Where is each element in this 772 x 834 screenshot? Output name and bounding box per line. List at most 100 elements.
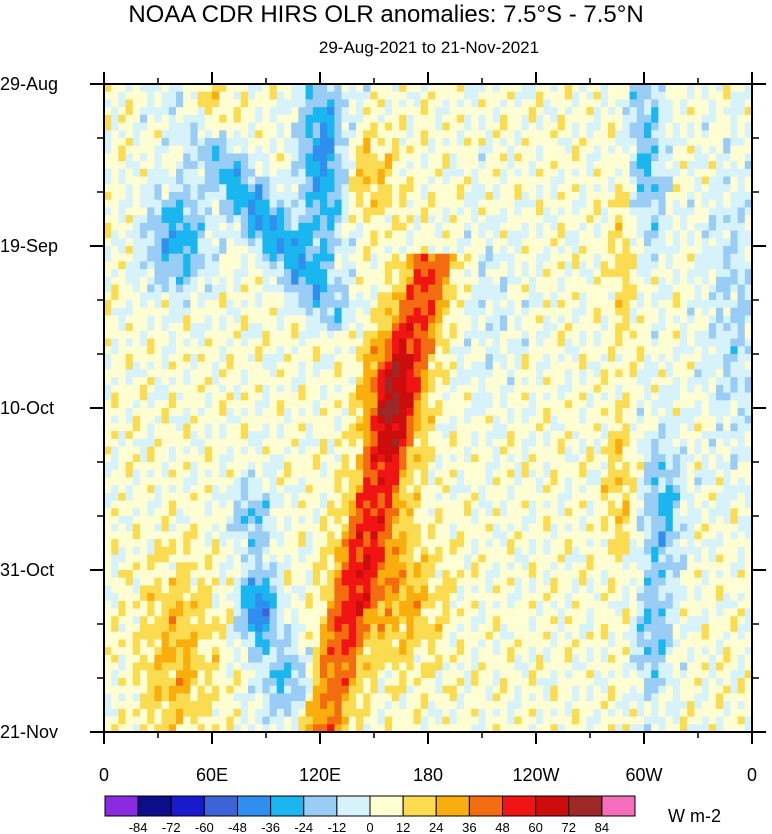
- heatmap-cell: [406, 99, 415, 108]
- heatmap-cell: [449, 593, 458, 602]
- heatmap-cell: [744, 323, 752, 332]
- heatmap-cell: [363, 130, 379, 139]
- heatmap-cell: [348, 485, 357, 494]
- heatmap-cell: [543, 431, 551, 440]
- heatmap-cell: [204, 423, 213, 432]
- heatmap-cell: [615, 531, 631, 540]
- heatmap-cell: [341, 639, 357, 648]
- heatmap-cell: [132, 600, 141, 610]
- heatmap-cell: [528, 269, 537, 278]
- heatmap-cell: [298, 384, 307, 394]
- heatmap-cell: [377, 323, 393, 332]
- heatmap-cell: [557, 562, 566, 571]
- heatmap-cell: [356, 570, 364, 579]
- heatmap-cell: [111, 400, 119, 409]
- heatmap-cell: [212, 284, 227, 293]
- heatmap-cell: [118, 377, 127, 386]
- heatmap-cell: [536, 431, 544, 440]
- heatmap-cell: [226, 392, 235, 401]
- heatmap-cell: [449, 546, 458, 556]
- heatmap-cell: [572, 292, 580, 301]
- heatmap-cell: [680, 130, 688, 139]
- heatmap-cell: [586, 446, 595, 455]
- heatmap-cell: [608, 292, 616, 301]
- heatmap-cell: [154, 384, 170, 394]
- heatmap-cell: [341, 91, 371, 101]
- heatmap-cell: [485, 685, 494, 695]
- heatmap-cell: [572, 508, 587, 517]
- heatmap-cell: [680, 431, 703, 440]
- heatmap-cell: [305, 323, 328, 332]
- heatmap-cell: [125, 662, 134, 671]
- heatmap-cell: [118, 662, 127, 671]
- heatmap-cell: [176, 222, 184, 232]
- heatmap-cell: [730, 392, 752, 401]
- heatmap-cell: [464, 477, 487, 486]
- heatmap-cell: [471, 269, 479, 278]
- heatmap-cell: [694, 647, 703, 656]
- heatmap-cell: [744, 593, 752, 602]
- heatmap-cell: [644, 392, 652, 401]
- heatmap-cell: [651, 670, 659, 679]
- heatmap-cell: [320, 438, 328, 448]
- heatmap-cell: [564, 330, 580, 340]
- heatmap-cell: [132, 307, 170, 317]
- heatmap-cell: [543, 145, 566, 155]
- heatmap-cell: [298, 261, 307, 270]
- heatmap-cell: [248, 392, 263, 401]
- heatmap-cell: [291, 716, 299, 725]
- heatmap-cell: [312, 577, 321, 587]
- heatmap-cell: [572, 577, 580, 587]
- heatmap-cell: [226, 516, 235, 525]
- heatmap-cell: [104, 338, 112, 347]
- heatmap-cell: [269, 176, 307, 185]
- heatmap-cell: [161, 485, 170, 494]
- heatmap-cell: [550, 300, 559, 309]
- heatmap-cell: [680, 315, 688, 324]
- heatmap-cell: [622, 415, 638, 425]
- heatmap-cell: [118, 284, 134, 293]
- heatmap-cell: [291, 107, 299, 116]
- heatmap-cell: [694, 454, 703, 463]
- heatmap-cell: [622, 369, 631, 378]
- heatmap-cell: [363, 585, 371, 594]
- heatmap-cell: [356, 261, 371, 270]
- heatmap-cell: [233, 516, 242, 525]
- heatmap-cell: [586, 192, 616, 201]
- heatmap-cell: [629, 122, 645, 131]
- heatmap-cell: [492, 438, 508, 448]
- heatmap-cell: [125, 377, 134, 386]
- heatmap-cell: [442, 346, 451, 355]
- heatmap-cell: [694, 145, 703, 155]
- heatmap-cell: [478, 639, 487, 648]
- heatmap-cell: [528, 361, 537, 371]
- colorbar-swatch: [502, 795, 537, 817]
- heatmap-cell: [233, 91, 242, 101]
- heatmap-cell: [363, 246, 371, 255]
- heatmap-cell: [111, 192, 127, 201]
- heatmap-cell: [147, 616, 155, 625]
- heatmap-cell: [708, 346, 717, 355]
- heatmap-cell: [312, 369, 321, 378]
- heatmap-cell: [284, 315, 307, 324]
- heatmap-cell: [363, 408, 371, 417]
- heatmap-cell: [341, 431, 364, 440]
- heatmap-cell: [233, 685, 249, 695]
- heatmap-cell: [320, 508, 328, 517]
- heatmap-cell: [413, 423, 422, 432]
- heatmap-cell: [586, 716, 602, 725]
- heatmap-cell: [161, 516, 170, 525]
- heatmap-cell: [564, 485, 573, 494]
- heatmap-cell: [622, 647, 631, 656]
- heatmap-cell: [370, 307, 386, 317]
- heatmap-cell: [125, 184, 134, 193]
- heatmap-cell: [262, 238, 278, 247]
- heatmap-cell: [514, 438, 523, 448]
- heatmap-cell: [384, 516, 393, 525]
- heatmap-cell: [104, 330, 141, 340]
- heatmap-cell: [449, 693, 458, 702]
- heatmap-cell: [240, 570, 249, 579]
- heatmap-cell: [428, 315, 436, 324]
- heatmap-cell: [392, 284, 407, 293]
- heatmap-cell: [514, 184, 523, 193]
